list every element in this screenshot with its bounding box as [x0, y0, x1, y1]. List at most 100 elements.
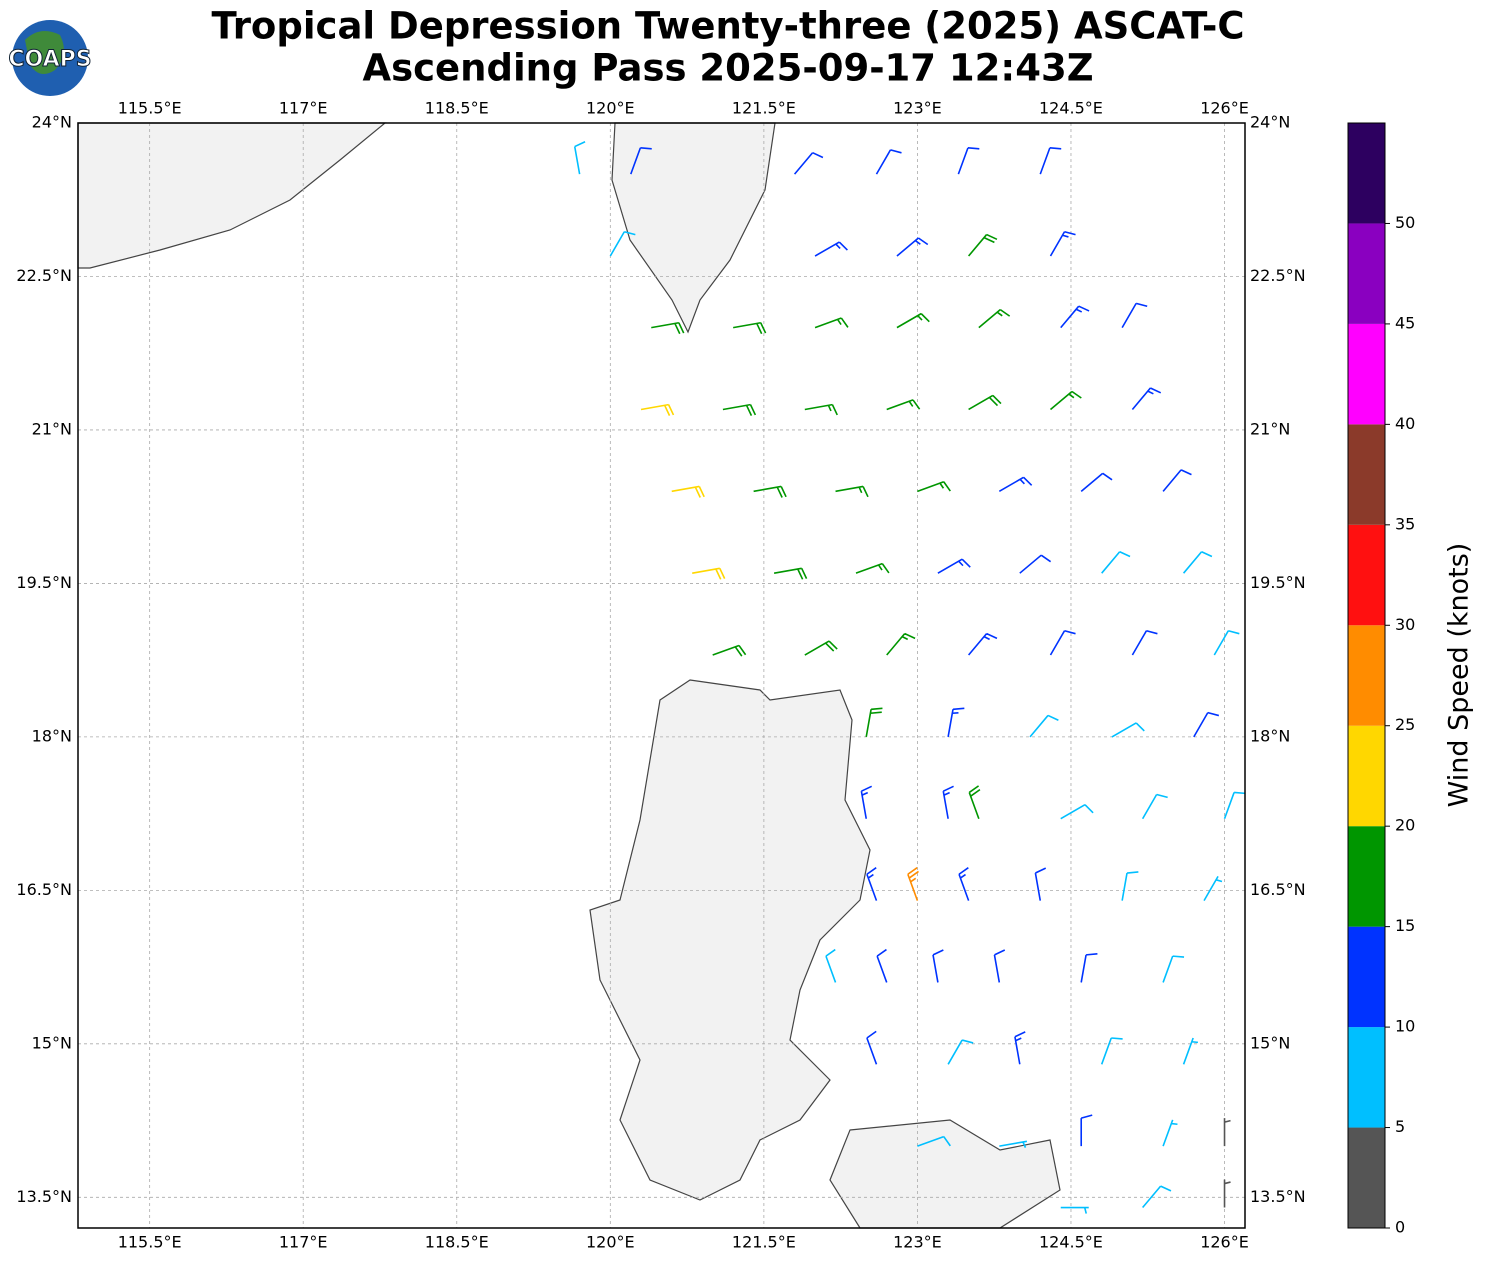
wind-barb — [753, 485, 787, 498]
wind-barb — [1100, 1037, 1123, 1065]
wind-barb — [876, 948, 888, 983]
wind-barb — [573, 140, 586, 175]
wind-barb — [1060, 804, 1094, 820]
wind-barb — [1162, 955, 1185, 983]
wind-barb — [1162, 469, 1192, 492]
wind-barb — [886, 632, 916, 656]
wind-barb — [866, 1030, 878, 1065]
wind-barb — [712, 644, 747, 657]
wind-barb — [1121, 302, 1148, 329]
wind-barb — [733, 321, 767, 335]
x-tick-label: 115.5°E — [118, 1233, 182, 1252]
wind-barb — [998, 476, 1033, 493]
wind-barb — [1141, 793, 1168, 820]
land-luzon — [589, 679, 871, 1201]
y-tick-label: 15°N — [1250, 1033, 1290, 1052]
wind-barb — [1223, 791, 1246, 820]
colorbar-segment — [1348, 926, 1385, 1028]
wind-barb — [814, 241, 848, 257]
wind-barb — [1182, 1037, 1199, 1065]
wind-barb — [1121, 871, 1139, 901]
wind-barb — [1049, 630, 1076, 656]
wind-barb — [1223, 1118, 1231, 1147]
colorbar-segment — [1348, 826, 1385, 927]
wind-barb — [886, 399, 921, 411]
colorbar-tick-label: 0 — [1395, 1218, 1405, 1237]
wind-barb — [651, 321, 685, 335]
wind-barb — [1034, 867, 1047, 901]
wind-barb — [865, 707, 883, 738]
wind-barb — [947, 1039, 974, 1065]
x-tick-label: 121.5°E — [732, 99, 796, 118]
colorbar-segment — [1348, 424, 1385, 525]
wind-barb — [967, 233, 998, 257]
x-tick-label: 118.5°E — [425, 99, 489, 118]
wind-barb — [1203, 875, 1223, 901]
y-tick-label: 19.5°N — [1250, 573, 1306, 592]
chart-subtitle: Ascending Pass 2025-09-17 12:43Z — [362, 47, 1093, 90]
colorbar-tick-label: 30 — [1395, 615, 1415, 634]
colorbar-tick-label: 15 — [1395, 916, 1415, 935]
wind-barb — [671, 485, 705, 498]
y-tick-label: 24°N — [1250, 113, 1290, 132]
wind-barb — [1162, 1119, 1178, 1147]
wind-barb — [804, 640, 838, 656]
y-tick-label: 16.5°N — [1250, 880, 1306, 899]
wind-barb — [993, 949, 1006, 983]
land — [77, 122, 1061, 1229]
y-tick-label: 16.5°N — [16, 880, 72, 899]
colorbar-label: Wind Speed (knots) — [1444, 543, 1475, 808]
colorbar-tick-label: 35 — [1395, 514, 1415, 533]
colorbar-segment — [1348, 123, 1385, 224]
wind-barb — [1213, 630, 1240, 656]
y-tick-label: 22.5°N — [16, 266, 72, 285]
y-tick-label: 13.5°N — [1250, 1187, 1306, 1206]
wind-barb — [692, 567, 726, 580]
colorbar-tick-label: 25 — [1395, 715, 1415, 734]
wind-barb — [958, 867, 970, 901]
y-tick-label: 21°N — [1250, 419, 1290, 438]
colorbar-segment — [1348, 1027, 1385, 1128]
logo-text: COAPS — [8, 47, 91, 72]
colorbar-segment — [1348, 223, 1385, 324]
wind-barb — [937, 558, 971, 574]
colorbar-segment — [1348, 524, 1385, 626]
wind-barb — [1223, 1179, 1231, 1208]
wind-barb — [957, 147, 980, 175]
wind-barb — [968, 785, 981, 820]
wind-barb — [835, 485, 869, 498]
wind-barb — [825, 948, 837, 983]
x-tick-label: 126°E — [1200, 99, 1249, 118]
wind-barb — [1080, 472, 1113, 492]
x-tick-label: 115.5°E — [118, 99, 182, 118]
wind-barb — [1131, 630, 1158, 656]
x-tick-label: 123°E — [893, 99, 942, 118]
x-tick-label: 117°E — [279, 99, 328, 118]
wind-barb — [932, 949, 944, 983]
wind-barb — [896, 237, 929, 257]
wind-barb — [1060, 305, 1090, 329]
wind-barb — [630, 147, 652, 175]
wind-barb — [855, 562, 890, 574]
colorbar-segment — [1348, 725, 1385, 827]
colorbar-tick-label: 10 — [1395, 1017, 1415, 1036]
wind-barb — [999, 1140, 1028, 1148]
colorbar-tick-label: 50 — [1395, 213, 1415, 232]
wind-barb — [1049, 230, 1076, 257]
colorbar-tick-label: 5 — [1395, 1117, 1405, 1136]
logo-land — [25, 31, 64, 74]
x-tick-label: 121.5°E — [732, 1233, 796, 1252]
y-tick-label: 21°N — [32, 419, 72, 438]
wind-barb — [1080, 1114, 1093, 1147]
colorbar-frame — [1347, 122, 1386, 1229]
x-tick-label: 124.5°E — [1039, 1233, 1103, 1252]
wind-barb — [609, 230, 636, 257]
y-tick-label: 13.5°N — [16, 1187, 72, 1206]
x-tick-label: 120°E — [586, 1233, 635, 1252]
wind-barb — [896, 312, 930, 329]
wind-barb — [1049, 390, 1082, 411]
plot-area — [78, 122, 1246, 1228]
x-tick-label: 124.5°E — [1039, 99, 1103, 118]
y-tick-label: 18°N — [1250, 726, 1290, 745]
wind-barb — [907, 867, 919, 901]
